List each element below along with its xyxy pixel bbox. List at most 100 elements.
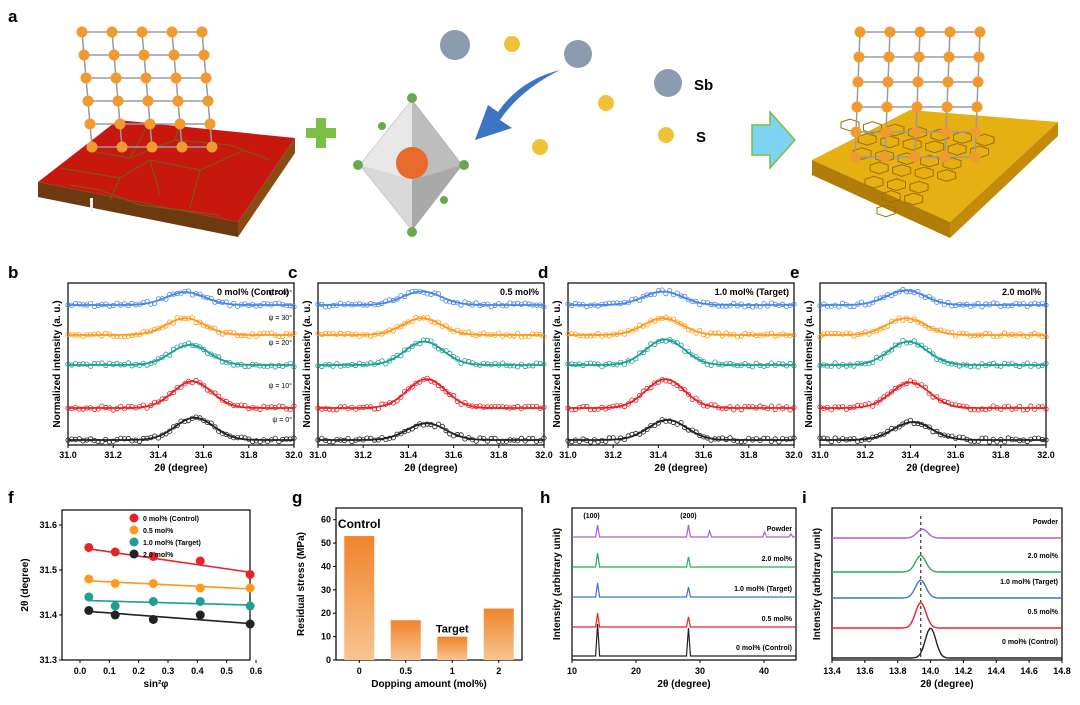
x-tick-label: 0.5 xyxy=(220,666,233,676)
x-tick-label: 13.8 xyxy=(889,666,907,676)
right-arrow-icon xyxy=(752,112,795,168)
x-tick-label: 31.0 xyxy=(309,450,327,460)
data-point xyxy=(84,593,93,602)
x-tick-label: 31.6 xyxy=(195,450,213,460)
y-tick-label: 50 xyxy=(321,538,331,548)
lattice-atom xyxy=(207,142,218,153)
panel-title: 1.0 mol% (Target) xyxy=(715,287,789,297)
y-axis-label: Normalized intensity (a. u.) xyxy=(804,300,815,427)
legend-marker xyxy=(130,538,139,547)
x-axis-label: sin²φ xyxy=(144,679,169,690)
lattice-atom xyxy=(107,27,118,38)
lattice-atom xyxy=(915,27,926,38)
octahedron-icon xyxy=(353,93,469,237)
peak-label: (100) xyxy=(583,513,599,520)
lattice-atom xyxy=(910,152,921,163)
x-tick-label: 31.6 xyxy=(695,450,713,460)
pattern-line xyxy=(832,529,1062,538)
y-tick-label: 31.4 xyxy=(39,610,57,620)
x-tick-label: 30 xyxy=(695,666,705,676)
lattice-atom xyxy=(145,119,156,130)
annotation-control: Control xyxy=(338,517,381,531)
lattice-atom xyxy=(943,77,954,88)
x-tick-label: 31.0 xyxy=(811,450,829,460)
lattice-atom xyxy=(974,52,985,63)
data-point xyxy=(196,557,205,566)
lattice-atom xyxy=(169,50,180,61)
lattice-atom xyxy=(851,127,862,138)
lattice-atom xyxy=(852,102,863,113)
lattice-atom xyxy=(167,27,178,38)
x-tick-label: 0.0 xyxy=(74,666,87,676)
lattice-atom xyxy=(197,27,208,38)
data-point xyxy=(196,611,205,620)
red-film-mark xyxy=(90,198,93,212)
x-tick-label: 31.8 xyxy=(240,450,258,460)
psi-label: ψ = 10° xyxy=(268,382,292,390)
psi-label: ψ = 20° xyxy=(268,339,292,347)
y-tick-label: 0 xyxy=(326,655,331,665)
panel-label-g: g xyxy=(292,488,302,507)
panel-i: 13.4 13.6 13.8 14.0 14.2 14.4 14.6 14.82θ (degr… xyxy=(812,508,1071,690)
lattice-atom xyxy=(944,52,955,63)
x-tick-label: 31.8 xyxy=(490,450,508,460)
lattice-atom xyxy=(912,102,923,113)
bar xyxy=(344,536,374,660)
panel-label-d: d xyxy=(538,263,548,282)
x-tick-label: 31.4 xyxy=(150,450,168,460)
series-label: Powder xyxy=(767,526,793,533)
lattice-atom xyxy=(972,102,983,113)
fit-curve xyxy=(68,318,294,335)
data-point xyxy=(196,597,205,606)
lattice-atom xyxy=(79,50,90,61)
data-point xyxy=(149,579,158,588)
lattice-atom xyxy=(85,119,96,130)
lattice-atom xyxy=(881,127,892,138)
lattice-atom xyxy=(171,73,182,84)
plot-frame xyxy=(68,283,294,445)
x-tick-label: 32.0 xyxy=(535,450,553,460)
series-label: Powder xyxy=(1033,519,1059,526)
data-point xyxy=(149,615,158,624)
x-tick-label: 31.8 xyxy=(992,450,1010,460)
lattice-atom xyxy=(203,96,214,107)
x-tick-label: 31.6 xyxy=(445,450,463,460)
x-tick-label: 0.5 xyxy=(399,666,412,676)
x-tick-label: 14.0 xyxy=(922,666,940,676)
lattice-atom xyxy=(885,27,896,38)
curved-arrow-icon xyxy=(475,70,560,140)
lattice-atom xyxy=(109,50,120,61)
panel-f: 0.0 0.1 0.2 0.3 0.4 0.5 0.631.331.431.531.6sin… xyxy=(20,510,262,690)
lattice-atom xyxy=(880,152,891,163)
x-tick-label: 31.2 xyxy=(856,450,874,460)
x-tick-label: 0.3 xyxy=(162,666,175,676)
bar xyxy=(391,620,421,660)
panel-h: 10 20 30 402θ (degree)Intensity (arbitrary … xyxy=(552,508,796,690)
xrd-panel-e: 2.0 mol% Normalized intensity (a. u.) 31.0… xyxy=(804,283,1055,474)
lattice-atom xyxy=(941,127,952,138)
lattice-atom xyxy=(83,96,94,107)
panel-a: a xyxy=(8,7,1058,238)
x-tick-label: 20 xyxy=(631,666,641,676)
x-tick-label: 32.0 xyxy=(785,450,803,460)
series-label: 2.0 mol% xyxy=(762,556,793,563)
x-axis-label: 2θ (degree) xyxy=(154,463,207,474)
panel-title: 2.0 mol% xyxy=(1002,287,1041,297)
y-axis-label: Normalized intensity (a. u.) xyxy=(302,300,313,427)
panel-label-c: c xyxy=(288,263,297,282)
data-point xyxy=(149,597,158,606)
panel-label-f: f xyxy=(8,488,14,507)
legend-marker xyxy=(130,526,139,535)
x-axis-label: 2θ (degree) xyxy=(906,463,959,474)
annotation-target: Target xyxy=(436,624,469,636)
lattice-atom xyxy=(975,27,986,38)
x-tick-label: 31.2 xyxy=(354,450,372,460)
lattice-atom xyxy=(940,152,951,163)
sb-label: Sb xyxy=(694,77,713,94)
panel-label-a: a xyxy=(8,7,18,26)
fit-curve xyxy=(318,342,544,365)
x-axis-label: Dopping amount (mol%) xyxy=(371,679,487,690)
x-tick-label: 31.6 xyxy=(947,450,965,460)
lattice-atom xyxy=(139,50,150,61)
lattice-atom xyxy=(201,73,212,84)
